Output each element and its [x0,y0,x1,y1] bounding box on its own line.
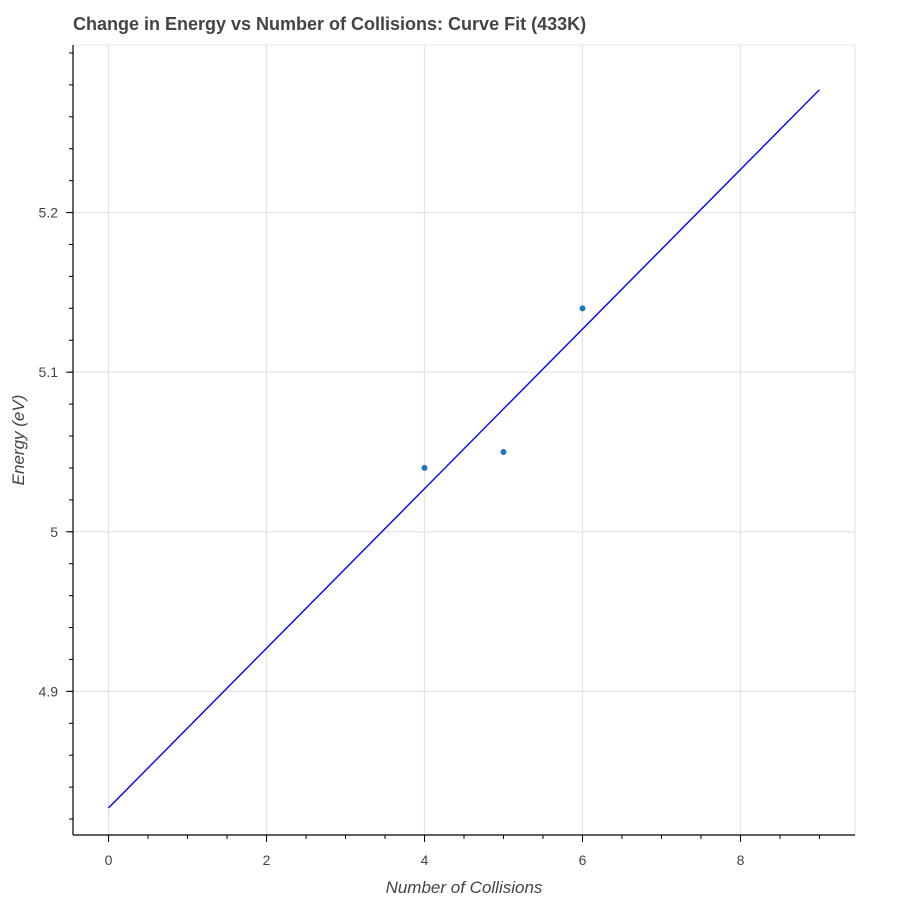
chart-title: Change in Energy vs Number of Collisions… [73,14,587,34]
y-axis-label: Energy (eV) [9,395,28,486]
y-tick-label: 4.9 [39,683,59,699]
x-tick-label: 8 [737,852,745,868]
fit-line [108,89,820,809]
axes: 0 2 4 6 8 4.9 5 5.1 5.2 [39,45,855,868]
x-tick-label: 6 [579,852,587,868]
data-point [421,464,428,471]
series [108,89,820,809]
data-point [500,448,507,455]
grid [73,44,856,835]
x-tick-label: 2 [263,852,271,868]
data-point [579,305,586,312]
y-tick-label: 5 [50,524,58,540]
x-axis-label: Number of Collisions [386,878,543,897]
x-tick-label: 0 [105,852,113,868]
y-tick-label: 5.1 [39,364,59,380]
x-tick-label: 4 [421,852,429,868]
y-tick-label: 5.2 [39,205,59,221]
